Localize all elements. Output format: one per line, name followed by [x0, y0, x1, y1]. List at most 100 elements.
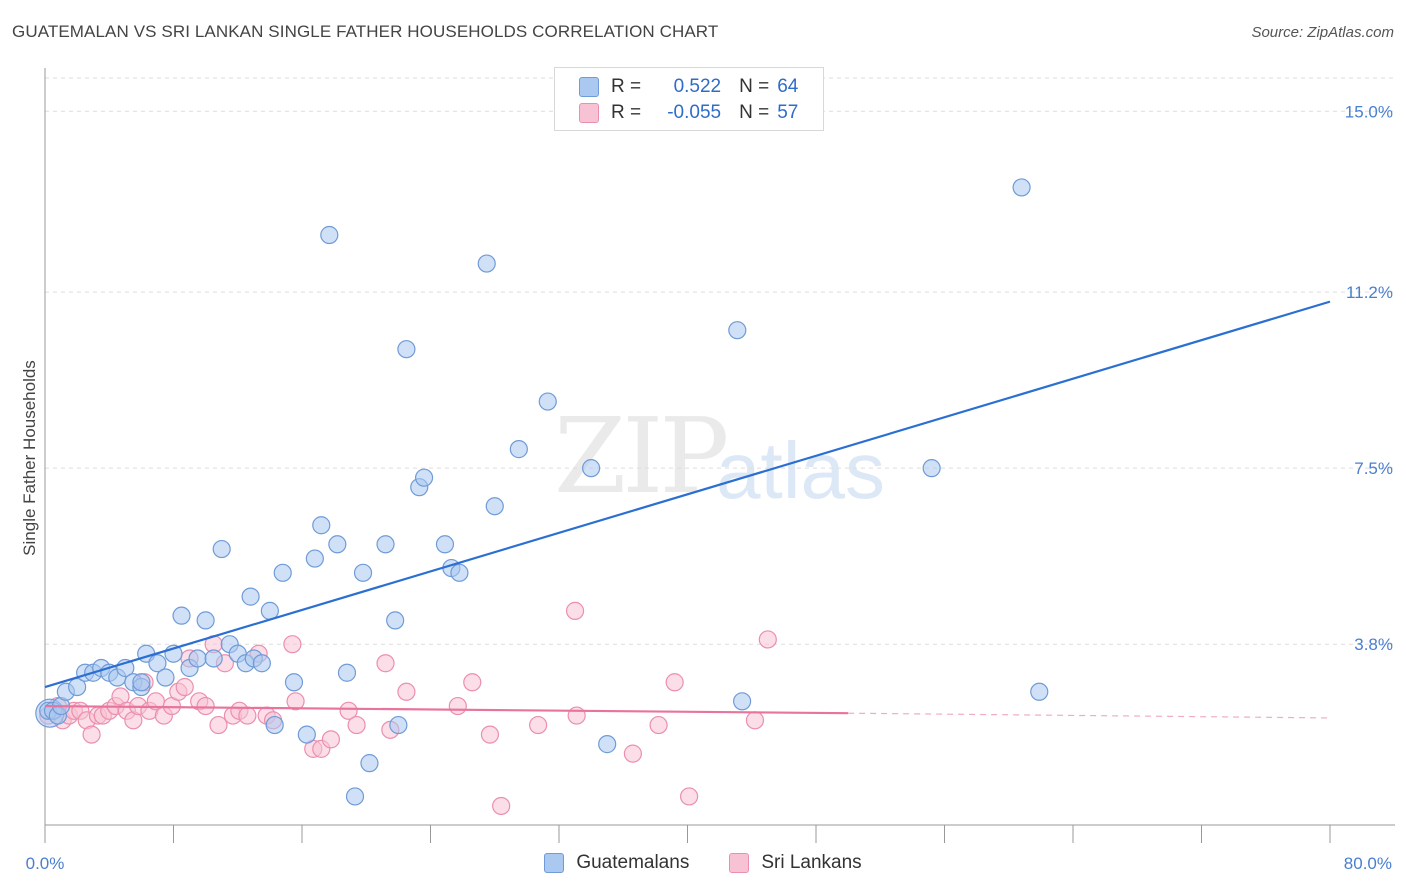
guatemalan-point — [538, 392, 557, 411]
y-tick-label: 11.2% — [1346, 283, 1393, 302]
srilankan-point — [448, 696, 467, 716]
guatemalan-point — [353, 563, 373, 582]
guatemalan-point — [733, 692, 752, 711]
guatemalan-point — [414, 468, 434, 487]
legend-n-label: N = — [739, 102, 770, 123]
srilankan-point — [175, 677, 194, 697]
legend-row-guatemalans: R = 0.522 N = 64 — [579, 75, 798, 99]
srilankan-point — [347, 715, 366, 735]
srilankan-point — [492, 796, 511, 816]
correlation-legend: R = 0.522 N = 64 R = -0.055 N = 57 — [554, 67, 824, 131]
srilankan-point — [529, 715, 548, 735]
legend-r-value: 0.522 — [673, 76, 722, 97]
guatemalan-point — [376, 535, 395, 554]
guatemalan-point — [435, 535, 455, 554]
legend-item-srilankans[interactable]: Sri Lankans — [729, 852, 862, 874]
source-label: Source: ZipAtlas.com — [1251, 24, 1394, 41]
srilankan-point — [567, 706, 586, 725]
guatemalan-point — [389, 715, 408, 735]
srilankan-point — [649, 715, 668, 735]
guatemalan-point — [477, 254, 496, 273]
chart-title: GUATEMALAN VS SRI LANKAN SINGLE FATHER H… — [12, 22, 719, 41]
y-tick-label: 3.8% — [1354, 635, 1393, 654]
guatemalan-point — [132, 673, 151, 692]
srilankan-point — [339, 701, 358, 720]
guatemalan-point — [728, 321, 747, 340]
srilankan-point — [463, 673, 482, 692]
srilankan-point — [196, 696, 215, 716]
y-tick-label: 7.5% — [1354, 459, 1393, 478]
trend-lines — [44, 300, 1331, 719]
srilankan-point — [665, 673, 684, 692]
srilankan-point — [321, 730, 341, 749]
series-legend: Guatemalans Sri Lankans — [0, 852, 1406, 874]
y-axis-label: Single Father Households — [20, 360, 39, 556]
guatemalan-point — [328, 535, 347, 554]
legend-item-guatemalans[interactable]: Guatemalans — [544, 852, 689, 874]
guatemalan-point — [360, 754, 379, 773]
guatemalan-point — [297, 725, 316, 744]
srilankan-point — [209, 715, 228, 735]
srilankan-point — [376, 654, 395, 673]
legend-n-label: N = — [739, 76, 770, 97]
guatemalan-point — [345, 787, 365, 806]
guatemalan-point — [485, 497, 504, 516]
guatemalan-point — [509, 440, 528, 459]
guatemalan-point — [305, 549, 324, 568]
legend-r-value: -0.055 — [667, 102, 722, 123]
srilankan-point — [758, 630, 777, 649]
guatemalan-point — [922, 459, 941, 478]
legend-swatch-srilankans — [729, 853, 750, 873]
legend-label-srilankans: Sri Lankans — [761, 852, 862, 873]
guatemalan-point — [1012, 178, 1031, 197]
legend-swatch-guatemalans — [579, 77, 599, 97]
guatemalan-point — [284, 673, 304, 692]
legend-swatch-srilankans — [579, 103, 599, 123]
x-tick-label-max: 80.0% — [1344, 854, 1392, 873]
gridlines — [45, 77, 1395, 645]
legend-r-label: R = — [611, 102, 642, 123]
guatemalan-point — [252, 654, 271, 673]
guatemalan-point — [172, 606, 191, 625]
legend-swatch-guatemalans — [544, 853, 565, 873]
srilankan-point — [480, 725, 500, 744]
legend-row-srilankans: R = -0.055 N = 57 — [579, 101, 798, 125]
srilankan-trend-extension — [848, 712, 1331, 719]
guatemalan-point — [241, 587, 260, 606]
srilankan-point — [397, 682, 416, 701]
guatemalan-point — [212, 539, 231, 559]
guatemalan-point — [273, 563, 292, 582]
guatemalan-point — [386, 611, 405, 630]
watermark-atlas: atlas — [716, 426, 885, 515]
legend-n-value: 57 — [777, 102, 799, 123]
x-tick-label-min: 0.0% — [26, 854, 65, 873]
guatemalan-point — [1030, 682, 1049, 701]
guatemalan-point — [598, 735, 617, 754]
srilankan-point — [680, 787, 699, 806]
guatemalan-point — [320, 225, 339, 245]
srilankan-point — [286, 692, 305, 711]
guatemalan-point — [148, 654, 167, 673]
guatemalan-trend-line — [44, 300, 1331, 689]
srilankan-point — [565, 601, 585, 620]
guatemalan-point — [265, 715, 284, 735]
srilankan-point — [745, 711, 765, 730]
srilankan-point — [238, 706, 257, 725]
guatemalan-point — [582, 459, 601, 478]
srilankan-point — [82, 725, 101, 744]
guatemalan-point — [312, 516, 331, 535]
guatemalan-point — [397, 340, 416, 359]
guatemalan-point — [196, 611, 215, 630]
legend-r-label: R = — [611, 76, 642, 97]
guatemalan-point — [156, 668, 175, 687]
axes — [44, 68, 1395, 843]
tick-labels: 3.8% 7.5% 11.2% 15.0% 0.0% 80.0% — [26, 102, 1393, 873]
srilankan-point — [623, 744, 642, 763]
watermark-zip: ZIP — [554, 395, 729, 517]
guatemalan-point — [204, 649, 223, 668]
legend-n-value: 64 — [777, 76, 799, 97]
legend-label-guatemalans: Guatemalans — [576, 852, 690, 873]
guatemalan-point — [450, 563, 469, 582]
y-tick-label: 15.0% — [1345, 102, 1393, 121]
